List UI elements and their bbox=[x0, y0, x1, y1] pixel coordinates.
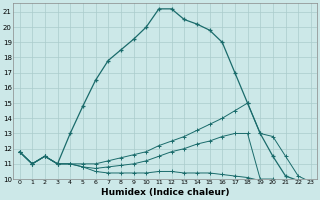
X-axis label: Humidex (Indice chaleur): Humidex (Indice chaleur) bbox=[101, 188, 229, 197]
